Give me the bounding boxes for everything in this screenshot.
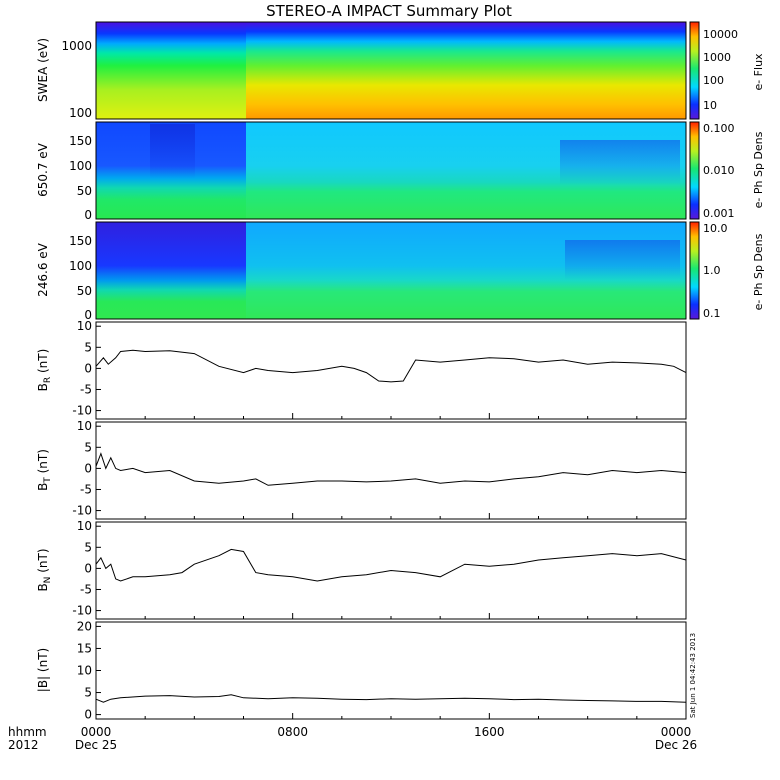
xtick-0000-end: 0000 — [661, 725, 692, 739]
pa650-dark-patch-2 — [560, 140, 680, 185]
bmag-ytick-label: 5 — [84, 686, 92, 700]
br-ytick-label: -10 — [72, 404, 92, 418]
pa650-frame — [95, 121, 687, 220]
xtick-date-end: Dec 26 — [655, 738, 697, 752]
pa246-ylabel: 246.6 eV — [36, 242, 50, 297]
bn-ytick-label: 0 — [84, 561, 92, 575]
pa650-ytick-100: 100 — [69, 159, 92, 173]
pa246-dark-patch — [565, 240, 680, 280]
panel-246ev: 246.6 eV 150 100 50 0 10.0 1.0 0.1 e- Ph… — [36, 221, 765, 322]
time-legend-hhmm: hhmm — [8, 725, 47, 739]
br-ylabel: BR (nT) — [36, 349, 53, 392]
pa246-ytick-0: 0 — [84, 308, 92, 322]
panel-650ev: 650.7 eV 150 100 50 0 0.100 0.010 0.001 … — [36, 121, 765, 222]
panel-swea: SWEA (eV) 1000 100 10000 1000 100 10 e- … — [36, 21, 765, 120]
pa650-cb-label: e- Ph Sp Dens — [752, 131, 765, 208]
swea-cb-label: e- Flux — [752, 53, 765, 91]
bt-ytick-label: -10 — [72, 504, 92, 518]
bn-trace — [95, 548, 687, 582]
bt-ytick-label: -5 — [80, 482, 92, 496]
pa246-heatmap-pre — [96, 222, 246, 319]
bn-ytick-label: -10 — [72, 604, 92, 618]
time-legend-year: 2012 — [8, 738, 39, 752]
xtick-0000-start: 0000 — [81, 725, 112, 739]
bmag-ytick-label: 20 — [77, 619, 92, 633]
pa650-colorbar — [689, 121, 700, 220]
bn-ytick-label: 10 — [77, 519, 92, 533]
pa246-ytick-100: 100 — [69, 259, 92, 273]
pa246-frame — [95, 221, 687, 320]
bmag-ylabel: |B| (nT) — [36, 648, 50, 692]
xtick-date-start: Dec 25 — [75, 738, 117, 752]
plot-title: STEREO-A IMPACT Summary Plot — [266, 2, 512, 20]
swea-cb-tick-1000: 1000 — [703, 51, 731, 64]
pa650-ylabel: 650.7 eV — [36, 142, 50, 197]
bn-ytick-label: -5 — [80, 582, 92, 596]
swea-heatmap-post — [246, 22, 686, 119]
pa246-cb-tick-1.0: 1.0 — [703, 264, 721, 277]
br-frame — [95, 321, 687, 420]
bt-ytick-label: 5 — [84, 440, 92, 454]
pa650-cb-tick-0.001: 0.001 — [703, 207, 735, 220]
swea-cb-tick-100: 100 — [703, 74, 724, 87]
swea-heatmap-pre — [96, 22, 246, 119]
br-ytick-label: 0 — [84, 361, 92, 375]
pa246-cb-label: e- Ph Sp Dens — [752, 233, 765, 310]
br-ytick-label: 10 — [77, 319, 92, 333]
bt-ytick-label: 0 — [84, 461, 92, 475]
pa650-cb-tick-0.100: 0.100 — [703, 122, 735, 135]
swea-frame — [95, 21, 687, 120]
bt-ytick-label: 10 — [77, 419, 92, 433]
pa246-ytick-150: 150 — [69, 234, 92, 248]
pa246-ytick-50: 50 — [77, 284, 92, 298]
swea-colorbar — [689, 21, 700, 120]
pa246-colorbar — [689, 221, 700, 320]
xtick-0800: 0800 — [277, 725, 308, 739]
bn-ylabel: BN (nT) — [36, 548, 53, 591]
pa650-ytick-150: 150 — [69, 134, 92, 148]
swea-ytick-100: 100 — [69, 106, 92, 120]
bmag-trace — [95, 694, 687, 703]
bmag-ytick-label: 15 — [77, 641, 92, 655]
bt-ylabel: BT (nT) — [36, 449, 53, 491]
bmag-frame — [95, 621, 687, 720]
bt-trace — [95, 452, 687, 486]
pa650-ytick-50: 50 — [77, 184, 92, 198]
swea-ytick-1000: 1000 — [61, 39, 92, 53]
bmag-ytick-label: 0 — [84, 708, 92, 722]
br-ytick-label: 5 — [84, 340, 92, 354]
swea-cb-tick-10: 10 — [703, 99, 717, 112]
pa650-ytick-0: 0 — [84, 208, 92, 222]
pa246-cb-tick-0.1: 0.1 — [703, 307, 721, 320]
br-trace — [95, 349, 687, 383]
bmag-ytick-label: 10 — [77, 664, 92, 678]
swea-ylabel: SWEA (eV) — [36, 38, 50, 102]
pa650-dark-patch-1 — [150, 124, 195, 179]
bn-ytick-label: 5 — [84, 540, 92, 554]
swea-cb-tick-10000: 10000 — [703, 28, 738, 41]
bt-frame — [95, 421, 687, 520]
pa246-cb-tick-10.0: 10.0 — [703, 222, 728, 235]
br-ytick-label: -5 — [80, 382, 92, 396]
xtick-1600: 1600 — [474, 725, 505, 739]
timestamp: Sat Jun 1 04:42:43 2013 — [689, 633, 697, 718]
pa650-cb-tick-0.010: 0.010 — [703, 164, 735, 177]
